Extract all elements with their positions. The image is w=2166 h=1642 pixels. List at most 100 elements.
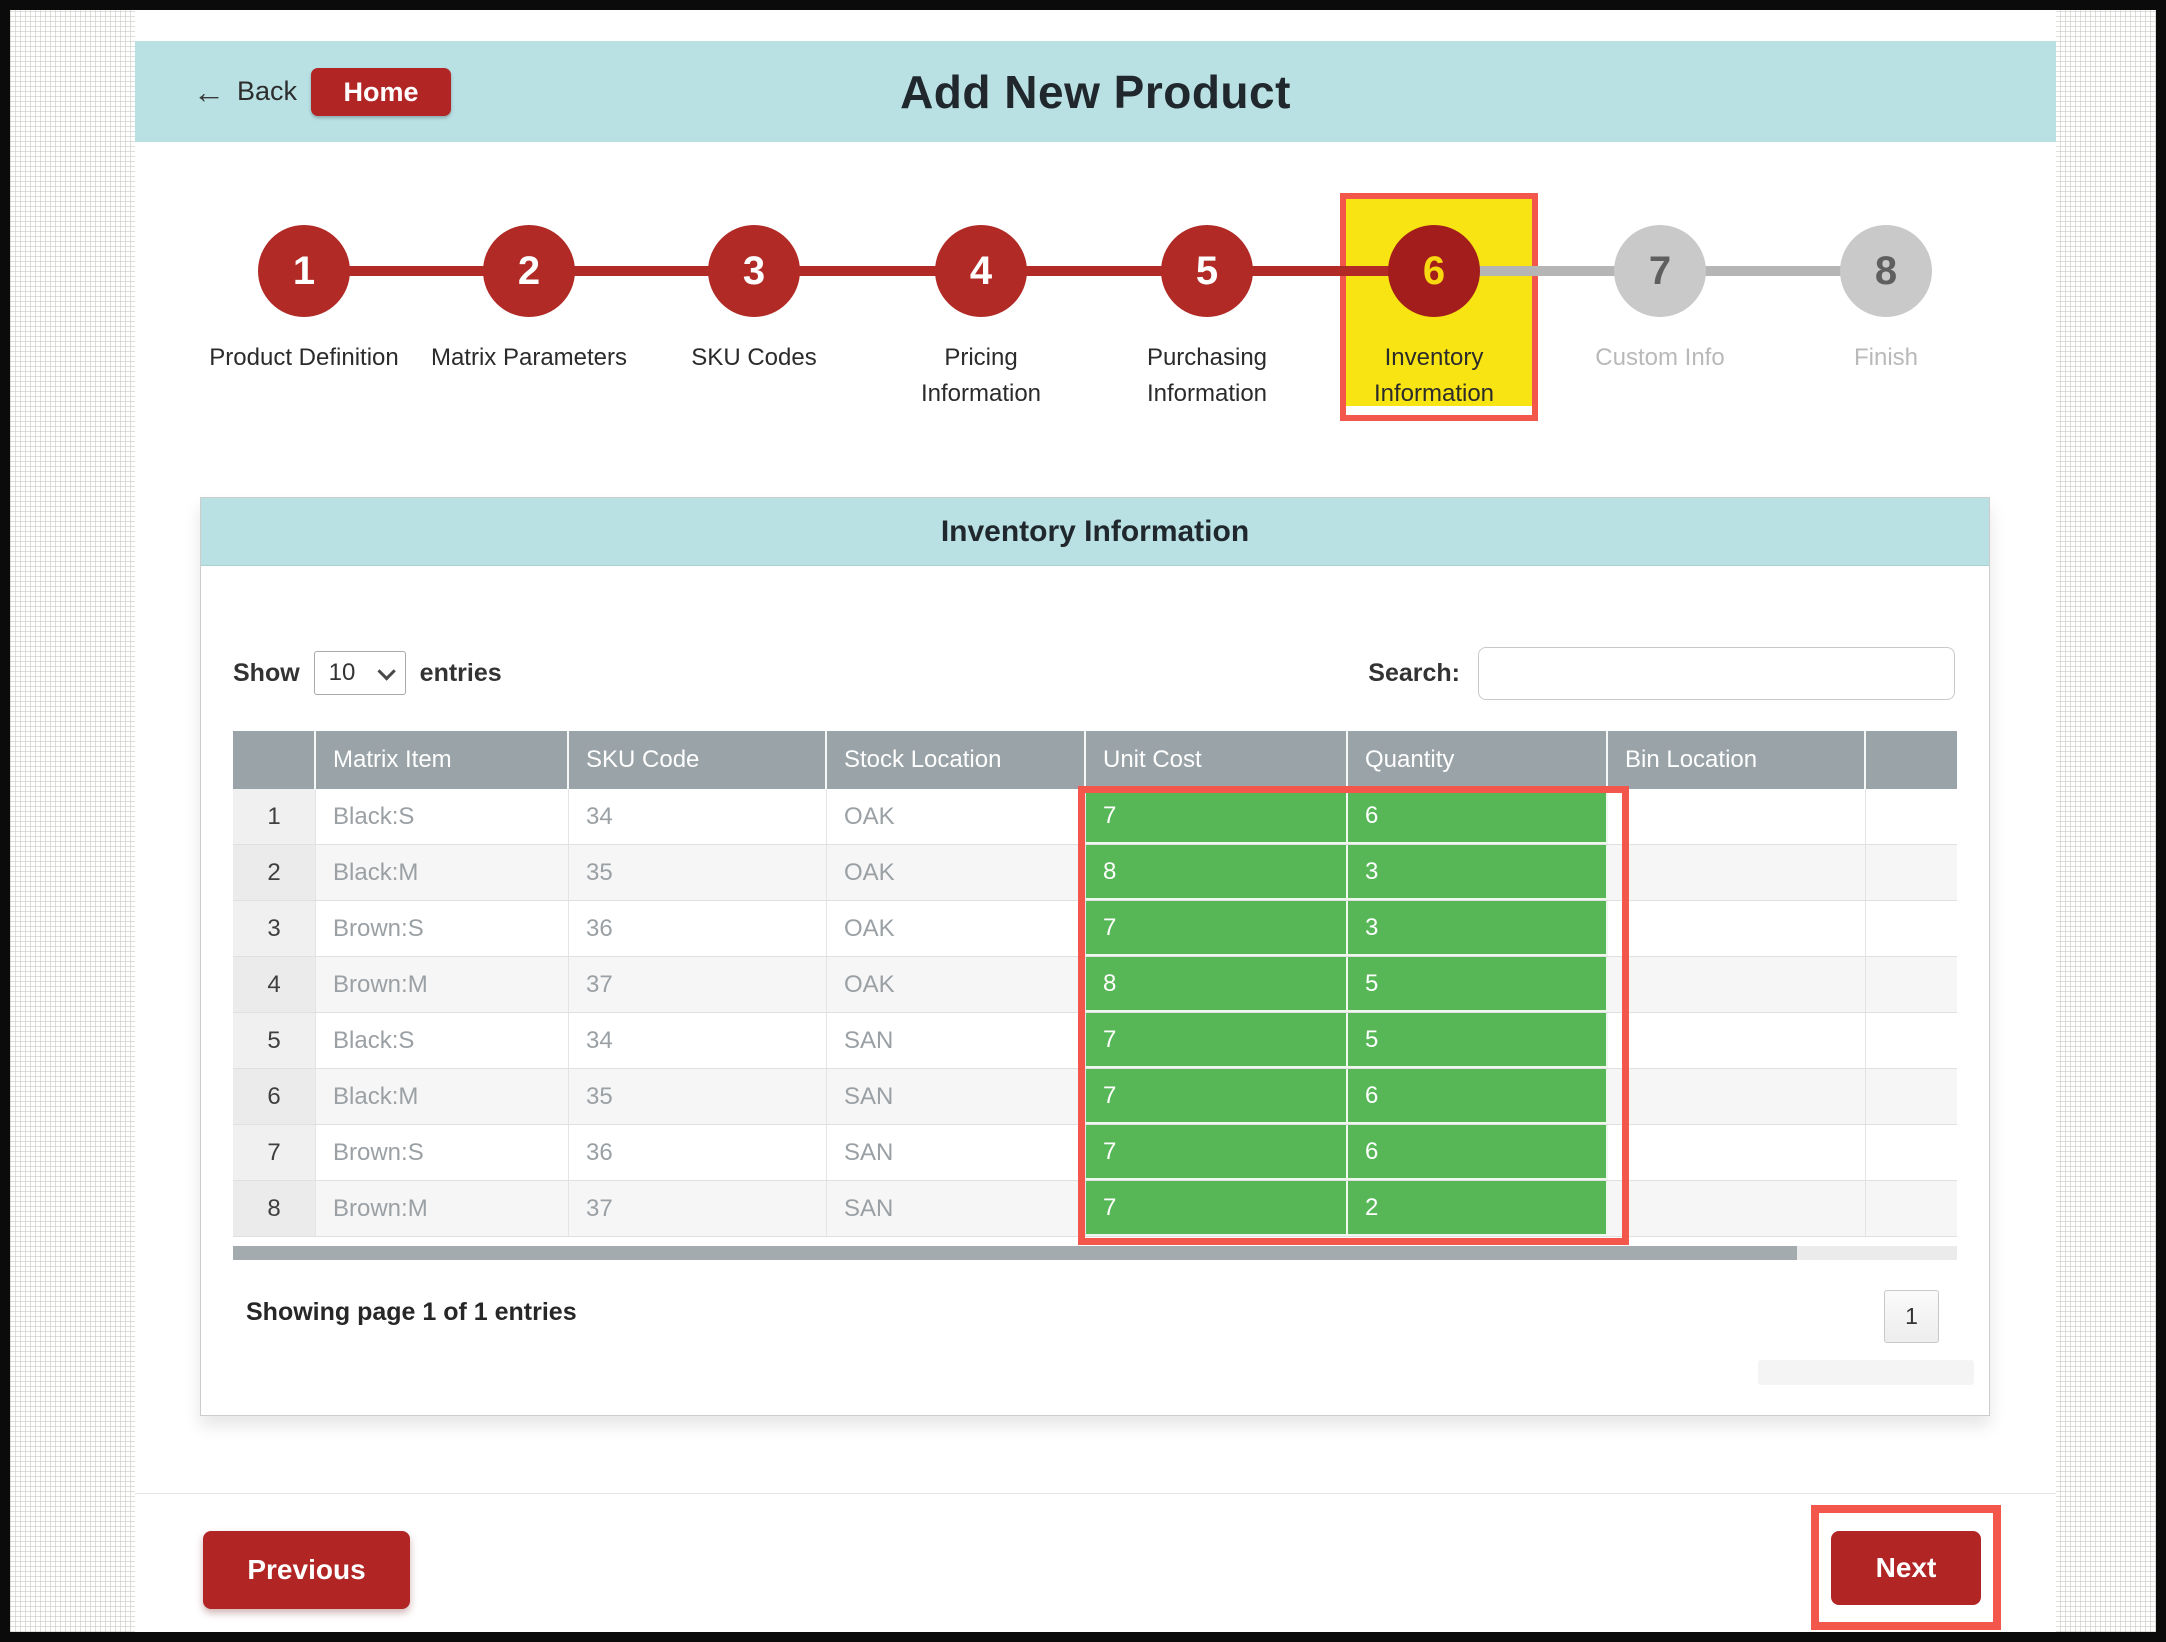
blank-cell (1866, 901, 1957, 956)
matrix-item-cell: Black:S (316, 1013, 569, 1068)
back-arrow-icon: ← (193, 73, 225, 110)
unit-cost-cell[interactable]: 7 (1086, 1069, 1348, 1124)
step-circle-5[interactable]: 5 (1161, 225, 1253, 317)
matrix-item-cell: Brown:M (316, 957, 569, 1012)
faint-artifact-box (1758, 1360, 1974, 1385)
home-button[interactable]: Home (311, 68, 451, 116)
stock-location-cell: OAK (827, 957, 1086, 1012)
search-group: Search: (1368, 644, 1955, 702)
blank-cell (1866, 957, 1957, 1012)
horizontal-scrollbar[interactable] (233, 1246, 1957, 1260)
blank-cell (1866, 1069, 1957, 1124)
row-number-cell: 8 (233, 1181, 316, 1236)
bin-location-cell (1608, 1013, 1866, 1068)
unit-cost-cell[interactable]: 8 (1086, 845, 1348, 900)
stock-location-cell: SAN (827, 1181, 1086, 1236)
row-number-cell: 7 (233, 1125, 316, 1180)
step-label-pricing-information: Pricing Information (920, 344, 1042, 407)
blank-cell (1866, 789, 1957, 844)
entries-select-value: 10 (328, 659, 356, 686)
quantity-cell[interactable]: 6 (1348, 1125, 1608, 1180)
inventory-table: Matrix Item SKU Code Stock Location Unit… (233, 731, 1957, 1237)
next-button[interactable]: Next (1831, 1530, 1981, 1605)
inventory-card: Inventory Information Show 10 entries Se… (200, 497, 1990, 1416)
sku-code-cell: 36 (569, 901, 827, 956)
wizard-stepper: 1 2 3 4 5 6 7 8 Product Definition Matri… (135, 10, 2056, 421)
back-label: Back (237, 76, 298, 106)
unit-cost-cell[interactable]: 7 (1086, 1125, 1348, 1180)
row-number-cell: 4 (233, 957, 316, 1012)
entries-select[interactable]: 10 (313, 651, 406, 695)
show-label: Show (233, 658, 300, 687)
pagination-page-1-button[interactable]: 1 (1884, 1290, 1939, 1343)
step-circle-2[interactable]: 2 (483, 225, 575, 317)
sku-code-cell: 37 (569, 1181, 827, 1236)
unit-cost-cell[interactable]: 7 (1086, 901, 1348, 956)
search-input[interactable] (1478, 646, 1955, 700)
unit-cost-cell[interactable]: 7 (1086, 789, 1348, 844)
row-number-cell: 6 (233, 1069, 316, 1124)
step-label-finish: Finish (1853, 344, 1919, 371)
sku-code-cell: 34 (569, 789, 827, 844)
back-link[interactable]: ← Back (193, 41, 297, 142)
matrix-item-cell: Black:M (316, 1069, 569, 1124)
col-header-sku-code: SKU Code (569, 731, 827, 789)
bin-location-cell (1608, 845, 1866, 900)
col-header-unit-cost: Unit Cost (1086, 731, 1348, 789)
panel-title: Inventory Information (201, 498, 1989, 566)
top-bar: ← Back Home Add New Product (135, 41, 2056, 142)
step-label-product-definition: Product Definition (209, 344, 399, 371)
col-header-bin-location: Bin Location (1608, 731, 1866, 789)
sku-code-cell: 35 (569, 845, 827, 900)
col-header-stock-location: Stock Location (827, 731, 1086, 789)
search-label: Search: (1368, 658, 1460, 687)
col-header-matrix-item: Matrix Item (316, 731, 569, 789)
step-circle-6[interactable]: 6 (1388, 225, 1480, 317)
table-row: 4 Brown:M 37 OAK 8 5 (233, 957, 1957, 1013)
step-label-purchasing-information: Purchasing Information (1146, 344, 1268, 407)
blank-cell (1866, 845, 1957, 900)
quantity-cell[interactable]: 3 (1348, 845, 1608, 900)
quantity-cell[interactable]: 5 (1348, 1013, 1608, 1068)
table-row: 7 Brown:S 36 SAN 7 6 (233, 1125, 1957, 1181)
col-header-blank (1866, 731, 1957, 789)
quantity-cell[interactable]: 2 (1348, 1181, 1608, 1236)
matrix-item-cell: Brown:M (316, 1181, 569, 1236)
step-circle-3[interactable]: 3 (708, 225, 800, 317)
quantity-cell[interactable]: 6 (1348, 1069, 1608, 1124)
step-label-inventory-information: Inventory Information (1373, 344, 1495, 407)
row-number-cell: 5 (233, 1013, 316, 1068)
pagination-summary: Showing page 1 of 1 entries (246, 1298, 577, 1326)
sku-code-cell: 37 (569, 957, 827, 1012)
quantity-cell[interactable]: 6 (1348, 789, 1608, 844)
scrollbar-thumb[interactable] (233, 1246, 1797, 1260)
row-number-cell: 3 (233, 901, 316, 956)
previous-button[interactable]: Previous (203, 1531, 410, 1609)
unit-cost-cell[interactable]: 8 (1086, 957, 1348, 1012)
step-circle-1[interactable]: 1 (258, 225, 350, 317)
blank-cell (1866, 1125, 1957, 1180)
stock-location-cell: SAN (827, 1125, 1086, 1180)
step-label-matrix-parameters: Matrix Parameters (430, 344, 628, 371)
unit-cost-cell[interactable]: 7 (1086, 1013, 1348, 1068)
step-label-sku-codes: SKU Codes (691, 344, 817, 371)
app-canvas: ← Back Home Add New Product 1 2 3 4 5 6 … (135, 10, 2056, 1632)
row-number-cell: 1 (233, 789, 316, 844)
blank-cell (1866, 1181, 1957, 1236)
stepper-connector-done (304, 266, 1434, 276)
step-label-custom-info: Custom Info (1595, 344, 1725, 371)
blank-cell (1866, 1013, 1957, 1068)
sku-code-cell: 35 (569, 1069, 827, 1124)
step-circle-7[interactable]: 7 (1614, 225, 1706, 317)
col-header-index (233, 731, 316, 789)
sku-code-cell: 36 (569, 1125, 827, 1180)
quantity-cell[interactable]: 5 (1348, 957, 1608, 1012)
step-circle-8[interactable]: 8 (1840, 225, 1932, 317)
stock-location-cell: SAN (827, 1013, 1086, 1068)
step-circle-4[interactable]: 4 (935, 225, 1027, 317)
quantity-cell[interactable]: 3 (1348, 901, 1608, 956)
page-title: Add New Product (900, 65, 1291, 118)
table-row: 2 Black:M 35 OAK 8 3 (233, 845, 1957, 901)
unit-cost-cell[interactable]: 7 (1086, 1181, 1348, 1236)
stock-location-cell: OAK (827, 845, 1086, 900)
